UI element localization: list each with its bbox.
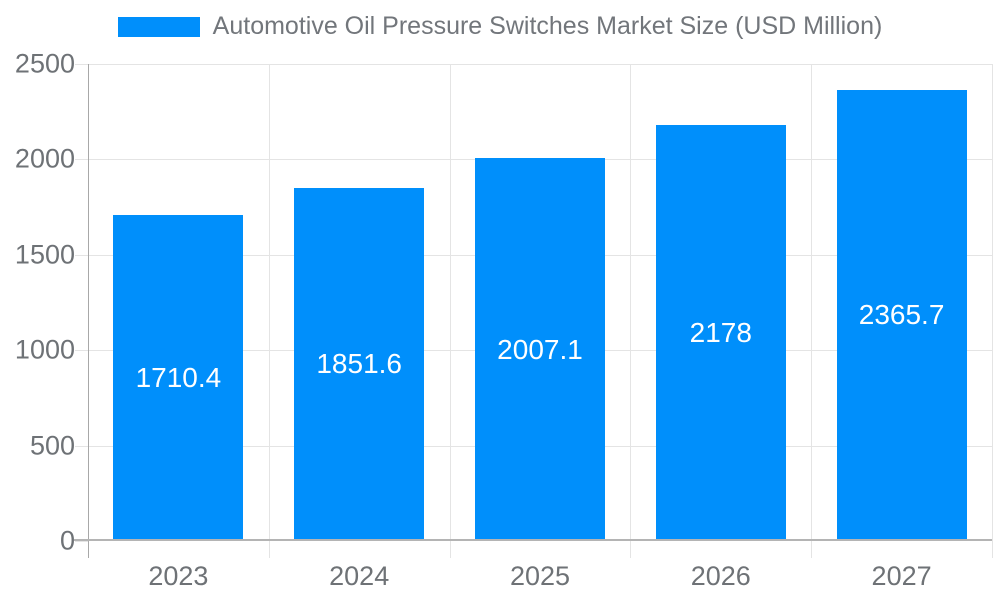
chart-legend-item[interactable]: Automotive Oil Pressure Switches Market … xyxy=(0,12,1000,41)
legend-series-label: Automotive Oil Pressure Switches Market … xyxy=(212,12,883,40)
bar-data-label: 1710.4 xyxy=(135,361,222,393)
y-axis-label: 1500 xyxy=(14,239,75,270)
bar-2027[interactable]: 2365.7 xyxy=(836,89,967,541)
bar-data-label: 2007.1 xyxy=(497,333,583,365)
y-axis-tick xyxy=(75,541,88,542)
y-axis-tick xyxy=(75,159,88,161)
x-axis-line xyxy=(74,539,992,541)
x-axis-tick xyxy=(268,541,270,558)
y-axis-label: 500 xyxy=(29,430,75,461)
x-axis-tick xyxy=(992,541,993,558)
y-axis-tick xyxy=(75,254,88,256)
y-axis-label: 2000 xyxy=(14,143,75,174)
x-axis-label: 2026 xyxy=(690,561,751,591)
legend-marker-swatch xyxy=(117,16,200,37)
y-axis-line xyxy=(88,64,89,558)
x-axis-label: 2027 xyxy=(871,561,932,591)
x-axis-label: 2024 xyxy=(329,561,390,591)
y-axis-label: 1000 xyxy=(14,334,75,365)
bar-2023[interactable]: 1710.4 xyxy=(113,214,244,541)
y-axis-tick xyxy=(75,350,88,352)
x-axis-tick xyxy=(630,541,632,558)
bar-data-label: 2178 xyxy=(689,317,752,349)
bar-2026[interactable]: 2178 xyxy=(655,125,786,541)
x-gridline xyxy=(630,64,632,541)
y-axis-tick xyxy=(75,445,88,447)
x-gridline xyxy=(268,64,270,541)
bar-2025[interactable]: 2007.1 xyxy=(475,158,605,541)
bar-data-label: 1851.6 xyxy=(316,348,402,380)
y-axis-label: 0 xyxy=(59,525,75,556)
y-axis-tick xyxy=(75,64,88,65)
x-gridline xyxy=(449,64,451,541)
x-axis-tick xyxy=(449,541,451,558)
bar-2024[interactable]: 1851.6 xyxy=(294,187,425,541)
x-gridline xyxy=(811,64,813,541)
y-axis-label: 2500 xyxy=(14,48,75,79)
x-axis-label: 2023 xyxy=(148,561,209,591)
y-gridline xyxy=(88,64,992,65)
x-axis-tick xyxy=(811,541,813,558)
bar-data-label: 2365.7 xyxy=(858,299,945,331)
x-gridline xyxy=(992,64,993,541)
x-axis-label: 2025 xyxy=(509,561,571,591)
plot-area: 0 500 1000 1500 2000 2500 1710.4 2023 1851.6 2024… xyxy=(15,49,993,591)
